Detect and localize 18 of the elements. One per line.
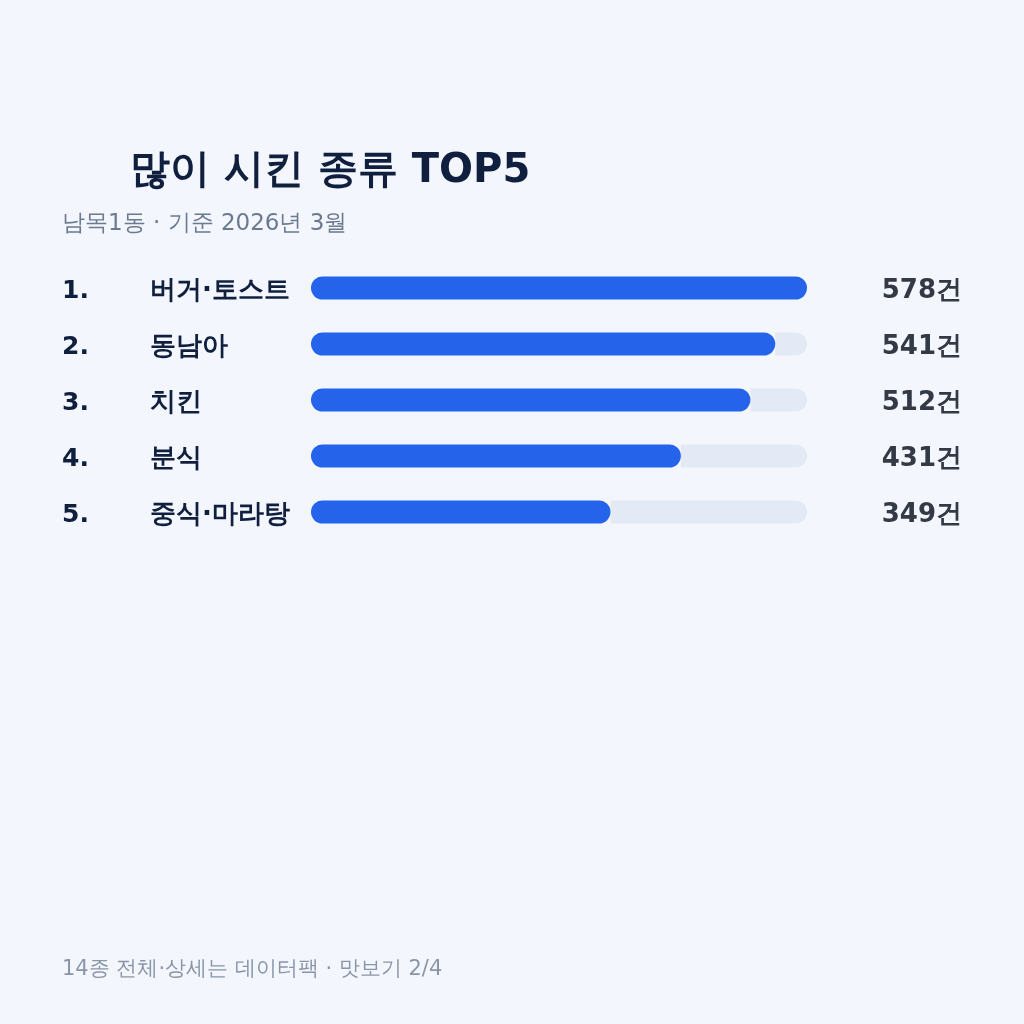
category: 동남아: [150, 330, 228, 360]
category: 치킨: [150, 386, 202, 416]
value-label: 512건: [881, 386, 962, 416]
value-label: 349건: [881, 498, 962, 528]
category: 중식·마라탕: [150, 498, 290, 528]
category-rank: 5.: [62, 499, 89, 528]
category-rank: 2.: [62, 331, 89, 360]
value-label: 578건: [881, 274, 962, 304]
category: 분식: [150, 442, 202, 472]
value-label: 541건: [881, 330, 962, 360]
category-rank: 1.: [62, 275, 89, 304]
annotation: 14종 전체·상세는 데이터팩 · 맛보기 2/4: [62, 956, 443, 980]
category: 버거·토스트: [150, 274, 290, 304]
subtitle: 남목1동 · 기준 2026년 3월: [62, 209, 348, 235]
title: 많이 시킨 종류 TOP5: [130, 145, 531, 191]
category-rank: 4.: [62, 443, 89, 472]
category-rank: 3.: [62, 387, 89, 416]
value-label: 431건: [881, 442, 962, 472]
